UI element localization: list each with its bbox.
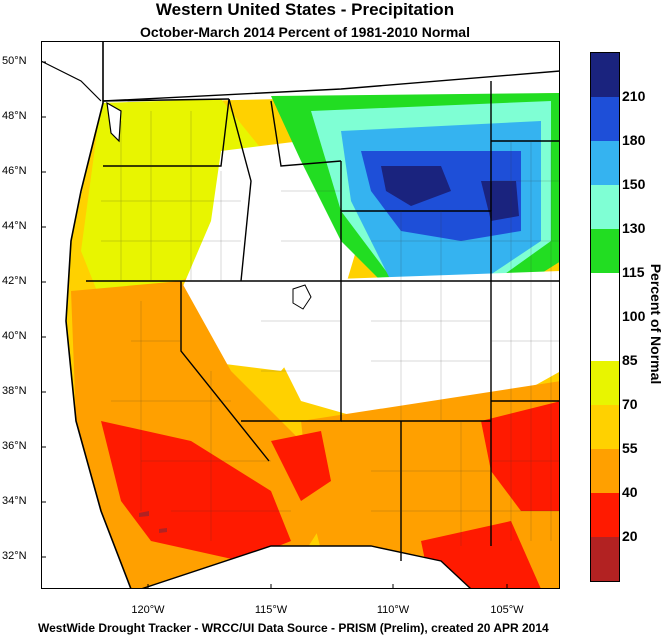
- legend-label-20: 20: [622, 528, 638, 544]
- pacific-ocean: [41, 41, 131, 589]
- puget-sound: [106, 101, 122, 143]
- precipitation-map: [41, 41, 560, 589]
- state-borders: [86, 81, 560, 561]
- legend-label-40: 40: [622, 484, 638, 500]
- lat-label-46n: 46°N: [2, 165, 27, 177]
- legend-label-180: 180: [622, 132, 646, 148]
- legend-swatch-115-130: [591, 229, 619, 274]
- legend-swatch-70-85: [591, 361, 619, 406]
- lat-label-40n: 40°N: [2, 330, 27, 342]
- map-subtitle: October-March 2014 Percent of 1981-2010 …: [140, 24, 470, 40]
- legend-swatch-55-70: [591, 405, 619, 450]
- lat-label-50n: 50°N: [2, 55, 27, 67]
- lat-label-38n: 38°N: [2, 385, 27, 397]
- legend-label-85: 85: [622, 352, 638, 368]
- footer-credit: WestWide Drought Tracker - WRCC/UI Data …: [38, 621, 549, 635]
- legend-swatch-150-180: [591, 141, 619, 186]
- legend-swatch-130-150: [591, 185, 619, 230]
- lat-label-42n: 42°N: [2, 275, 27, 287]
- lat-label-48n: 48°N: [2, 110, 27, 122]
- lat-label-44n: 44°N: [2, 220, 27, 232]
- lon-label-105w: 105°W: [490, 604, 524, 616]
- canada-border: [102, 70, 560, 102]
- vancouver-island: [41, 60, 102, 102]
- region-new-mexico-red: [481, 401, 560, 511]
- legend-swatch-20-40: [591, 493, 619, 538]
- legend-swatch-40-55: [591, 449, 619, 494]
- legend-label-70: 70: [622, 396, 638, 412]
- region-central-white: [271, 271, 560, 421]
- map-border: [41, 41, 560, 589]
- mexico-region: [141, 546, 471, 589]
- legend-label-210: 210: [622, 88, 646, 104]
- mexico-border: [140, 545, 472, 589]
- region-arizona-red: [271, 431, 331, 501]
- legend-swatch-above-210: [591, 53, 619, 98]
- map-title: Western United States - Precipitation: [155, 0, 455, 19]
- legend-swatch-below-20: [591, 537, 619, 582]
- lon-label-120w: 120°W: [131, 604, 165, 616]
- lon-label-110w: 110°W: [376, 604, 410, 616]
- legend-label-130: 130: [622, 220, 646, 236]
- region-very-wet: [381, 166, 451, 206]
- legend-label-115: 115: [622, 264, 645, 280]
- region-socal-red: [101, 421, 291, 561]
- county-lines: [101, 111, 560, 546]
- lat-label-34n: 34°N: [2, 495, 27, 507]
- legend-colorbar: [590, 52, 620, 582]
- legend-swatch-180-210: [591, 97, 619, 142]
- axis-ticks: [41, 61, 508, 589]
- legend-label-100: 100: [622, 308, 646, 324]
- legend-swatch-100-115: [591, 273, 619, 318]
- legend-swatch-85-100: [591, 317, 619, 362]
- channel-islands: [139, 511, 167, 533]
- legend-label-150: 150: [622, 176, 646, 192]
- coastline: [65, 41, 132, 589]
- canada-region: [41, 41, 560, 101]
- legend-label-55: 55: [622, 440, 638, 456]
- lat-label-32n: 32°N: [2, 550, 27, 562]
- lat-label-36n: 36°N: [2, 440, 27, 452]
- lon-label-115w: 115°W: [254, 604, 288, 616]
- legend-title: Percent of Normal: [648, 263, 664, 385]
- great-salt-lake: [292, 284, 312, 310]
